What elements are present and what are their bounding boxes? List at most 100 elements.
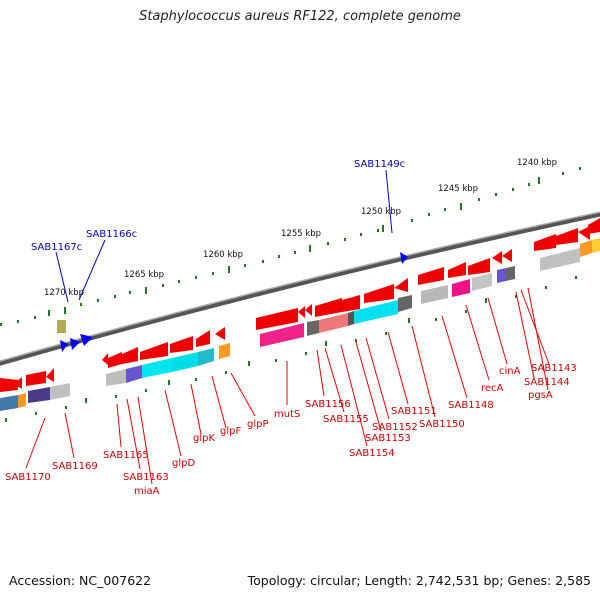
label-SAB1170: SAB1170 — [5, 472, 51, 483]
scale-label-1270: 1270 kbp — [44, 288, 84, 298]
label-SAB1151: SAB1151 — [391, 406, 437, 417]
gene-arrow-SAB1151 — [394, 278, 408, 292]
label-pgsA: pgsA — [528, 390, 553, 401]
cog-bar-grey-3 — [421, 285, 448, 304]
scale-label-1260: 1260 kbp — [203, 250, 243, 260]
label-SAB1149c: SAB1149c — [354, 159, 405, 170]
scale-label-1240: 1240 kbp — [517, 158, 557, 168]
gene-arrow-recA — [448, 262, 466, 278]
feature-olive — [57, 320, 66, 333]
label-SAB1155: SAB1155 — [323, 414, 369, 425]
cog-bar-steelblue — [0, 395, 18, 411]
label-SAB1153: SAB1153 — [365, 433, 411, 444]
gene-arrow-cinA — [468, 258, 490, 275]
gene-arrow-small-2 — [46, 368, 54, 382]
label-SAB1163: SAB1163 — [123, 472, 169, 483]
gene-arrow-SAB1148 — [418, 267, 444, 285]
cog-bar-violet — [126, 365, 142, 383]
gene-arrow-SAB1166c — [70, 338, 80, 350]
label-glpD: glpD — [172, 458, 195, 469]
cog-bar-grey-2 — [106, 369, 126, 386]
gene-arrow-SAB1163 — [108, 352, 122, 368]
gene-arrow-SAB1143 — [492, 251, 502, 264]
scale-label-1250: 1250 kbp — [361, 207, 401, 217]
label-SAB1152: SAB1152 — [372, 422, 418, 433]
gene-arrow-miaA — [122, 347, 138, 364]
label-SAB1169: SAB1169 — [52, 461, 98, 472]
label-SAB1167c: SAB1167c — [31, 242, 82, 253]
label-SAB1165: SAB1165 — [103, 450, 149, 461]
label-glpP: glpP — [247, 419, 269, 430]
cog-feature-bars — [0, 238, 600, 411]
gene-arrow-mutS — [256, 308, 298, 330]
scale-label-1255: 1255 kbp — [281, 229, 321, 239]
cog-bar-yellow — [592, 238, 600, 253]
gene-arrow-glpK — [170, 336, 193, 353]
cog-bar-dark-grey — [307, 320, 319, 336]
gene-arrow-SAB1153 — [364, 284, 394, 303]
gene-arrow-right-3 — [578, 226, 590, 240]
cog-bar-cyan-2 — [172, 352, 198, 372]
gene-arrow-small-1 — [14, 377, 22, 389]
cog-bar-violet-2 — [497, 268, 506, 283]
gene-arrow-right-4 — [588, 218, 600, 234]
inner-scale-ticks — [5, 276, 577, 422]
gene-arrow-SAB1149c — [400, 252, 408, 264]
label-SAB1154: SAB1154 — [349, 448, 395, 459]
gene-arrow-SAB1144 — [502, 249, 512, 262]
cog-bar-grey-5 — [540, 248, 580, 271]
forward-strand-features — [57, 252, 408, 352]
gene-arrow-glpF — [196, 330, 210, 347]
label-miaA: miaA — [134, 486, 160, 497]
label-recA: recA — [481, 383, 504, 394]
gene-arrow-blue-3 — [80, 334, 93, 346]
reverse-label-leaders — [25, 287, 550, 485]
gene-arrow-glpD — [140, 342, 168, 360]
cog-bar-orange-3 — [580, 240, 592, 257]
gene-arrow-right-2 — [556, 228, 578, 245]
gene-arrow-SAB1165 — [102, 353, 108, 365]
accession-label: Accession: NC_007622 — [9, 573, 152, 588]
label-glpK: glpK — [193, 433, 215, 444]
label-SAB1148: SAB1148 — [448, 400, 494, 411]
gene-arrow-right-1 — [534, 234, 556, 251]
cog-bar-cyan-3 — [354, 300, 398, 324]
label-SAB1156: SAB1156 — [305, 399, 351, 410]
cog-bar-dark-grey-4 — [506, 266, 515, 281]
label-SAB1143: SAB1143 — [531, 363, 577, 374]
label-SAB1166c: SAB1166c — [86, 229, 137, 240]
gene-arrow-SAB1169 — [26, 371, 46, 386]
cog-bar-indigo — [28, 387, 50, 403]
forward-label-leaders — [55, 169, 393, 303]
gene-arrow-small-3 — [298, 306, 305, 318]
label-SAB1150: SAB1150 — [419, 419, 465, 430]
cog-bar-dark-grey-3 — [398, 295, 412, 312]
cog-bar-teal — [198, 348, 214, 366]
gene-arrow-SAB1156 — [315, 298, 342, 317]
cog-bar-salmon — [319, 313, 348, 333]
gene-arrow-small-4 — [305, 304, 312, 316]
scale-label-1245: 1245 kbp — [438, 184, 478, 194]
label-SAB1144: SAB1144 — [524, 377, 570, 388]
map-title: Staphylococcus aureus RF122, complete ge… — [139, 9, 461, 24]
cog-bar-orange-2 — [219, 343, 230, 359]
gene-arrow-SAB1167c — [60, 340, 68, 352]
cog-bar-orange — [18, 393, 26, 408]
gene-arrow-SAB1170 — [0, 378, 18, 392]
cog-bar-cyan-1 — [142, 358, 172, 378]
cog-bar-grey-4 — [472, 273, 492, 291]
label-glpF: glpF — [220, 426, 241, 437]
cog-bar-dark-grey-2 — [348, 311, 354, 326]
gene-arrow-SAB1155 — [342, 295, 360, 312]
label-cinA: cinA — [499, 366, 521, 377]
scale-label-1265: 1265 kbp — [124, 270, 164, 280]
cog-bar-pink — [452, 279, 470, 297]
gene-arrow-glpP — [215, 327, 225, 340]
topology-label: Topology: circular; Length: 2,742,531 bp… — [247, 573, 591, 588]
cog-bar-grey-1 — [50, 383, 70, 400]
outer-scale-ticks — [0, 167, 581, 326]
label-mutS: mutS — [274, 409, 300, 420]
reverse-strand-genes — [0, 218, 600, 392]
cog-bar-magenta — [260, 323, 304, 347]
